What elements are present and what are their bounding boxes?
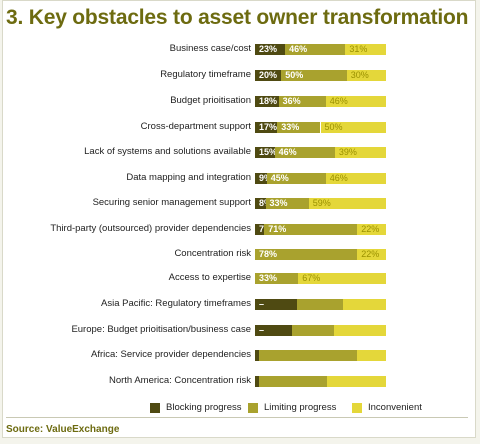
bar-segment-inconvenient: 22% — [357, 249, 386, 260]
bar-segment-limiting: 33% — [255, 273, 299, 284]
category-label: North America: Concentration risk — [108, 375, 251, 386]
data-label: 59% — [312, 198, 331, 208]
bar-segment-blocking: 23% — [255, 44, 286, 55]
legend-label-blocking: Blocking progress — [166, 402, 242, 413]
bar-segment-limiting: 46% — [285, 44, 346, 55]
data-label: 18% — [259, 96, 278, 106]
category-label: Africa: Service provider dependencies — [90, 349, 251, 360]
data-label: 8% — [259, 198, 266, 208]
bar-segment-inconvenient: 46% — [325, 173, 386, 184]
bar-segment-inconvenient — [327, 376, 387, 387]
bar-segment-limiting: 45% — [266, 173, 326, 184]
bar-segment-limiting — [258, 350, 358, 361]
data-label: 33% — [281, 122, 300, 132]
bar-segment-blocking: 17% — [255, 122, 278, 133]
bar-segment-blocking: 8% — [255, 198, 266, 209]
data-label: 31% — [349, 44, 368, 54]
category-label: Regulatory timeframe — [160, 69, 251, 80]
data-label: 15% — [259, 147, 275, 157]
bar-segment-blocking: ! — [255, 376, 259, 387]
category-label: Data mapping and integration — [126, 172, 251, 183]
data-label: 30% — [350, 70, 369, 80]
data-label: 50% — [285, 70, 304, 80]
chart-title: 3. Key obstacles to asset owner transfor… — [6, 6, 469, 29]
bar-segment-inconvenient: 59% — [308, 198, 386, 209]
chart-frame — [2, 0, 476, 438]
bar-segment-limiting — [291, 325, 334, 336]
data-label: 78% — [259, 249, 278, 259]
data-label: – — [259, 325, 265, 335]
data-label: 22% — [361, 249, 380, 259]
data-label: 46% — [289, 44, 308, 54]
data-label: 46% — [329, 173, 348, 183]
data-label: 33% — [269, 198, 288, 208]
legend-label-limiting: Limiting progress — [264, 402, 337, 413]
data-label: 71% — [268, 224, 287, 234]
bar-segment-inconvenient: 39% — [334, 147, 386, 158]
bar-segment-inconvenient: 46% — [325, 96, 386, 107]
bar-segment-limiting: 71% — [264, 224, 358, 235]
bar-segment-limiting: 33% — [277, 122, 321, 133]
bar-segment-blocking: – — [255, 299, 297, 310]
category-label: Concentration risk — [174, 248, 251, 259]
bar-segment-limiting: 78% — [255, 249, 358, 260]
data-label: 46% — [329, 96, 348, 106]
bar-segment-blocking: – — [255, 325, 292, 336]
chart-legend: Blocking progress Limiting progress Inco… — [150, 402, 470, 416]
bar-segment-limiting — [296, 299, 343, 310]
category-label: Business case/cost — [169, 43, 251, 54]
bar-segment-blocking: 9% — [255, 173, 267, 184]
bar-segment-limiting: 33% — [265, 198, 309, 209]
category-label: Cross-department support — [140, 121, 251, 132]
bar-segment-limiting: 36% — [278, 96, 326, 107]
legend-label-inconvenient: Inconvenient — [368, 402, 422, 413]
bar-segment-blocking: 20% — [255, 70, 282, 81]
legend-swatch-limiting — [248, 403, 258, 413]
data-label: 7% — [259, 224, 265, 234]
data-label: 67% — [302, 273, 321, 283]
data-label: 23% — [259, 44, 278, 54]
bar-segment-inconvenient: 50% — [320, 122, 386, 133]
bar-segment-blocking: 7% — [255, 224, 265, 235]
bar-segment-limiting: 46% — [274, 147, 335, 158]
data-label: 39% — [338, 147, 357, 157]
legend-swatch-inconvenient — [352, 403, 362, 413]
data-label: 9% — [259, 173, 267, 183]
category-label: Budget prioitisation — [170, 95, 251, 106]
data-label: 50% — [324, 122, 343, 132]
category-label: Lack of systems and solutions available — [84, 146, 251, 157]
bar-segment-blocking: 18% — [255, 96, 279, 107]
bar-segment-blocking: ! — [255, 350, 259, 361]
bar-segment-inconvenient: 30% — [346, 70, 386, 81]
bar-segment-inconvenient — [357, 350, 386, 361]
bar-segment-inconvenient — [333, 325, 386, 336]
bar-segment-inconvenient: 22% — [357, 224, 386, 235]
bar-segment-blocking: 15% — [255, 147, 275, 158]
footer-divider — [6, 417, 468, 418]
legend-swatch-blocking — [150, 403, 160, 413]
data-label: 36% — [282, 96, 301, 106]
data-label: 45% — [270, 173, 289, 183]
bar-segment-limiting: 50% — [281, 70, 347, 81]
category-label: Third-party (outsourced) provider depend… — [50, 223, 251, 234]
data-label: 46% — [278, 147, 297, 157]
bar-segment-inconvenient: 31% — [345, 44, 386, 55]
bar-segment-inconvenient — [342, 299, 386, 310]
category-label: Access to expertise — [168, 272, 251, 283]
bar-segment-inconvenient: 67% — [298, 273, 386, 284]
bar-segment-limiting — [258, 376, 327, 387]
category-label: Securing senior management support — [92, 197, 251, 208]
source-note: Source: ValueExchange — [6, 424, 120, 435]
data-label: 33% — [259, 273, 278, 283]
data-label: 17% — [259, 122, 278, 132]
category-label: Europe: Budget prioitisation/business ca… — [71, 324, 251, 335]
data-label: 20% — [259, 70, 278, 80]
data-label: – — [259, 299, 265, 309]
data-label: 22% — [361, 224, 380, 234]
category-label: Asia Pacific: Regulatory timeframes — [101, 298, 251, 309]
